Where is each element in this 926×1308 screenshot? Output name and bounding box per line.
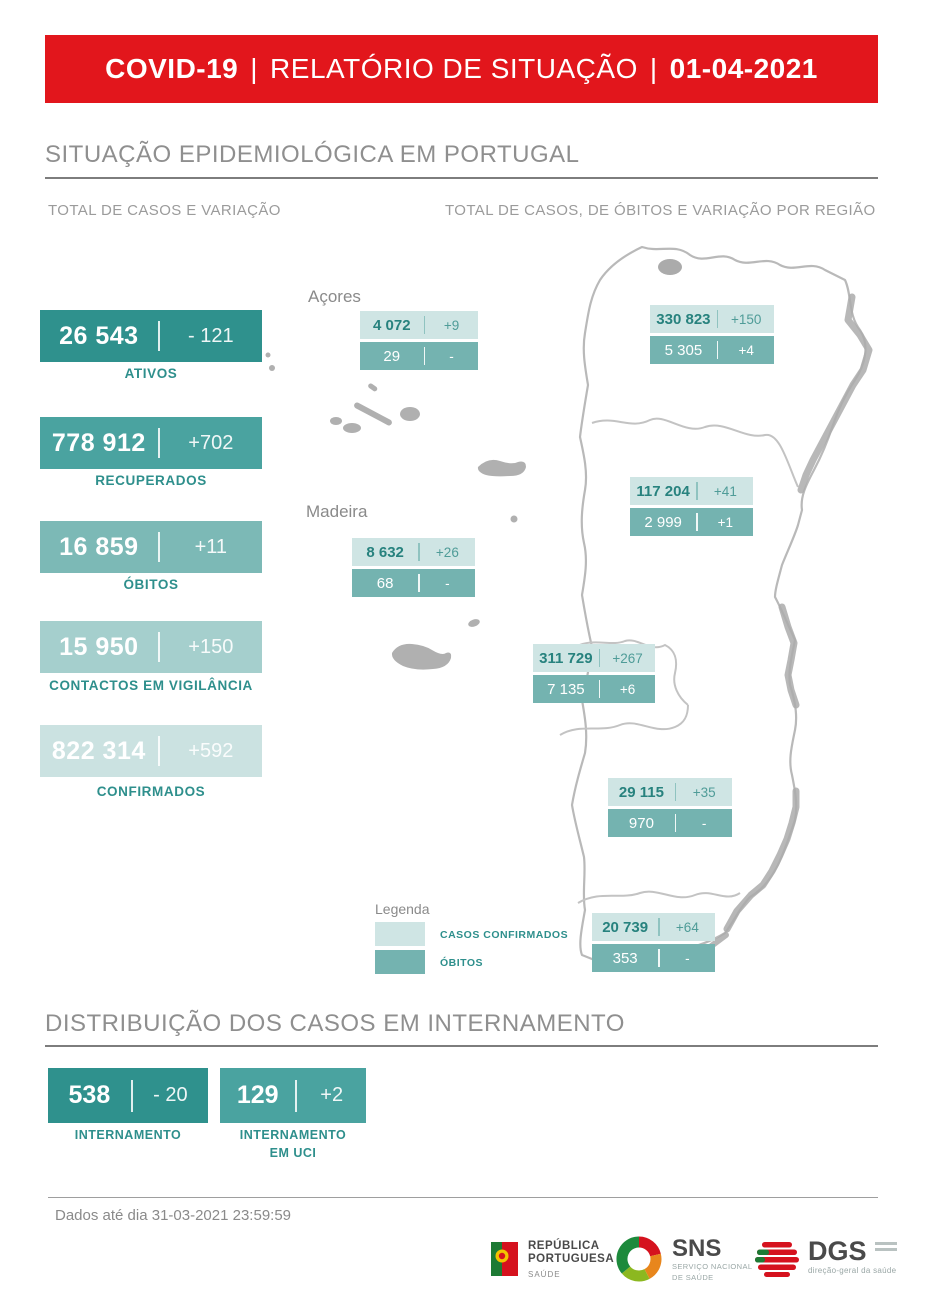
dgs-wordmark: DGS xyxy=(808,1236,867,1266)
region-box-centro: 117 204 +41 2 999 +1 xyxy=(630,477,753,536)
madeira-islands xyxy=(391,619,480,670)
banner-report-label: RELATÓRIO DE SITUAÇÃO xyxy=(270,53,638,84)
total-box-obitos: 16 859 +11 xyxy=(40,521,262,573)
map-region-borders xyxy=(559,417,799,904)
section-internamento-title: DISTRIBUIÇÃO DOS CASOS EM INTERNAMENTO xyxy=(45,1010,625,1037)
dgs-logo-detail xyxy=(874,1242,897,1254)
sns-subtitle-line1: SERVIÇO NACIONAL xyxy=(672,1262,753,1271)
contactos-value: 15 950 xyxy=(59,632,139,661)
report-banner: COVID-19 | RELATÓRIO DE SITUAÇÃO | 01-04… xyxy=(45,35,878,103)
ativos-value: 26 543 xyxy=(59,321,139,350)
divider xyxy=(157,736,160,766)
uci-value: 129 xyxy=(236,1081,279,1109)
acores-label: Açores xyxy=(308,287,361,306)
divider xyxy=(157,632,160,662)
obitos-value: 16 859 xyxy=(59,532,139,561)
dgs-globe-icon xyxy=(755,1242,799,1277)
divider xyxy=(157,428,160,458)
ativos-variation: - 121 xyxy=(188,324,234,347)
internamento-uci-label-line2: EM UCI xyxy=(269,1146,317,1160)
total-box-ativos: 26 543 - 121 xyxy=(40,310,262,362)
section-divider xyxy=(45,177,878,179)
recuperados-value: 778 912 xyxy=(51,428,146,457)
alentejo-cases-row: 29 115 +35 xyxy=(608,778,732,806)
ativos-label: ATIVOS xyxy=(124,366,178,381)
dgs-subtitle: direção-geral da saúde xyxy=(808,1266,897,1275)
divider xyxy=(130,1079,133,1112)
lvt-cases-row: 311 729 +267 xyxy=(533,644,655,672)
recuperados-label: RECUPERADOS xyxy=(95,473,207,488)
madeira-label: Madeira xyxy=(306,502,368,521)
legend-swatch-confirmados xyxy=(375,922,425,946)
internamento-uci-label-line1: INTERNAMENTO xyxy=(239,1128,347,1142)
centro-deaths-row: 2 999 +1 xyxy=(630,508,753,536)
republica-line2: PORTUGUESA xyxy=(528,1253,615,1265)
internamento-box: 538 - 20 xyxy=(48,1068,208,1123)
internamento-variation: - 20 xyxy=(153,1084,188,1106)
map-north-patch xyxy=(658,259,682,275)
norte-deaths-row: 5 305 +4 xyxy=(650,336,774,364)
region-box-algarve: 20 739 +64 353- xyxy=(592,913,715,972)
obitos-variation: +11 xyxy=(194,535,228,558)
region-box-alentejo: 29 115 +35 970- xyxy=(608,778,732,837)
republica-saude: SAÚDE xyxy=(528,1270,561,1279)
total-box-confirmados: 822 314 +592 xyxy=(40,725,262,777)
contactos-variation: +150 xyxy=(188,635,234,658)
algarve-cases-row: 20 739 +64 xyxy=(592,913,715,941)
confirmados-variation: +592 xyxy=(188,739,234,762)
banner-covid-label: COVID-19 xyxy=(105,53,239,84)
region-box-lisboa-vale-tejo: 311 729 +267 7 135 +6 xyxy=(533,644,655,703)
dgs-logo: DGS direção-geral da saúde xyxy=(754,1238,897,1280)
algarve-deaths-row: 353- xyxy=(592,944,715,972)
legend-swatch-obitos xyxy=(375,950,425,974)
contactos-label: CONTACTOS EM VIGILÂNCIA xyxy=(49,678,253,693)
divider xyxy=(295,1079,298,1112)
footer-divider xyxy=(48,1197,878,1198)
total-box-contactos: 15 950 +150 xyxy=(40,621,262,673)
centro-cases-row: 117 204 +41 xyxy=(630,477,753,505)
acores-deaths-row: 29- xyxy=(360,342,478,370)
lvt-deaths-row: 7 135 +6 xyxy=(533,675,655,703)
internamento-uci-box: 129 +2 xyxy=(220,1068,366,1123)
madeira-deaths-row: 68- xyxy=(352,569,475,597)
left-column-header: TOTAL DE CASOS E VARIAÇÃO xyxy=(48,202,281,219)
banner-date: 01-04-2021 xyxy=(669,53,818,84)
region-box-madeira: 8 632 +26 68- xyxy=(352,538,475,597)
norte-cases-row: 330 823 +150 xyxy=(650,305,774,333)
data-cutoff-note: Dados até dia 31-03-2021 23:59:59 xyxy=(55,1207,292,1224)
region-box-acores: 4 072 +9 29- xyxy=(360,311,478,370)
region-box-norte: 330 823 +150 5 305 +4 xyxy=(650,305,774,364)
internamento-label: INTERNAMENTO xyxy=(74,1128,182,1142)
legend-label-obitos: ÓBITOS xyxy=(440,957,484,969)
portugal-flag-icon xyxy=(491,1242,518,1276)
internamento-value: 538 xyxy=(68,1081,111,1109)
confirmados-label: CONFIRMADOS xyxy=(96,784,206,799)
total-box-recuperados: 778 912 +702 xyxy=(40,417,262,469)
alentejo-deaths-row: 970- xyxy=(608,809,732,837)
obitos-label: ÓBITOS xyxy=(123,577,179,592)
azores-islands xyxy=(265,352,526,523)
republica-line1: REPÚBLICA xyxy=(528,1240,600,1252)
madeira-cases-row: 8 632 +26 xyxy=(352,538,475,566)
sns-wordmark: SNS xyxy=(672,1235,722,1262)
sns-ring-icon xyxy=(616,1236,662,1282)
confirmados-value: 822 314 xyxy=(51,736,146,765)
legend-title: Legenda xyxy=(375,901,430,917)
sns-subtitle-line2: DE SAÚDE xyxy=(672,1273,714,1282)
section-epidemiologica-title: SITUAÇÃO EPIDEMIOLÓGICA EM PORTUGAL xyxy=(45,141,580,168)
legend-label-confirmados: CASOS CONFIRMADOS xyxy=(440,929,569,941)
uci-variation: +2 xyxy=(320,1084,344,1106)
section-divider-2 xyxy=(45,1045,878,1047)
divider xyxy=(157,321,160,351)
sns-logo: SNS SERVIÇO NACIONAL DE SAÚDE xyxy=(616,1236,752,1282)
divider xyxy=(157,532,160,562)
republica-portuguesa-logo: REPÚBLICA PORTUGUESA SAÚDE xyxy=(490,1240,614,1280)
recuperados-variation: +702 xyxy=(188,431,234,454)
map-column-header: TOTAL DE CASOS, DE ÓBITOS E VARIAÇÃO POR… xyxy=(445,202,876,219)
acores-cases-row: 4 072 +9 xyxy=(360,311,478,339)
